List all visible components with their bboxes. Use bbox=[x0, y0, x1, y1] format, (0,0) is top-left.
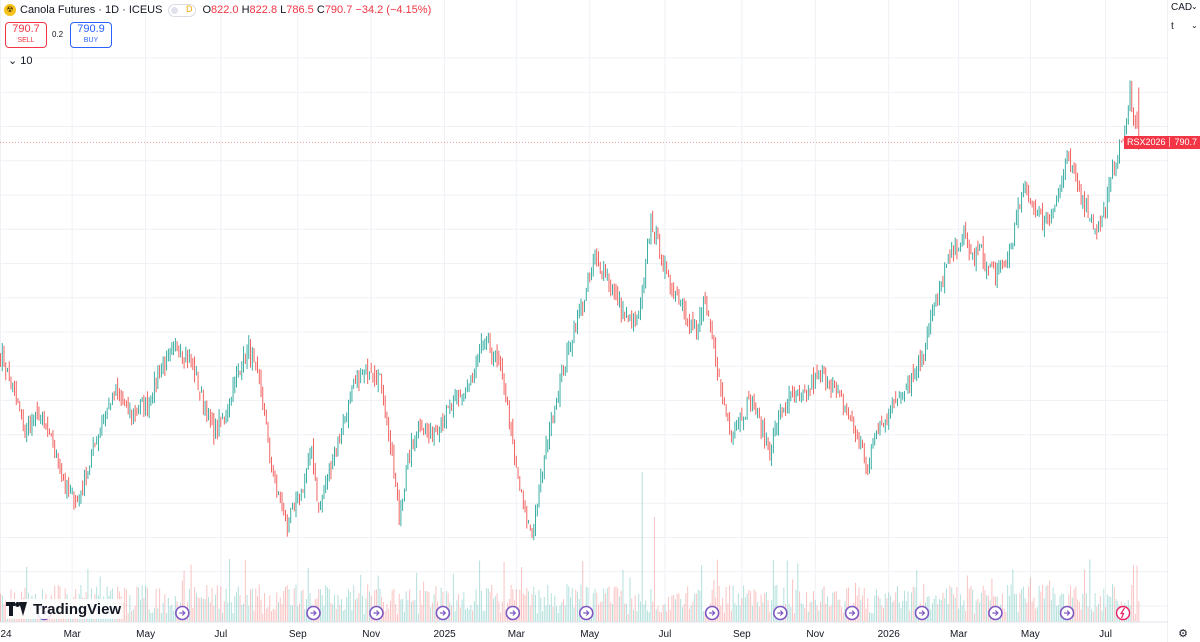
event-marker-icon[interactable] bbox=[306, 605, 321, 621]
event-marker-icon[interactable] bbox=[704, 605, 720, 621]
high-label: H bbox=[241, 4, 250, 16]
event-arrow bbox=[509, 610, 517, 616]
ohlc-values: O822.0 H822.8 L786.5 C790.7 −34.2 (−4.15… bbox=[202, 4, 431, 16]
time-tick-label: Jul bbox=[659, 629, 672, 640]
event-marker-icon[interactable] bbox=[1059, 605, 1075, 621]
unit-selector[interactable]: t bbox=[1171, 21, 1174, 32]
time-tick-label: Nov bbox=[362, 629, 380, 640]
time-tick-label: May bbox=[1021, 629, 1040, 640]
event-arrow bbox=[849, 610, 856, 616]
buy-label: BUY bbox=[83, 37, 99, 44]
symbol-logo-icon[interactable]: ☢ bbox=[4, 4, 16, 16]
sell-price: 790.7 bbox=[12, 23, 40, 35]
time-tick-label: Mar bbox=[508, 629, 526, 640]
event-marker-icon[interactable] bbox=[435, 605, 451, 621]
low-label: L bbox=[280, 4, 287, 16]
time-axis[interactable]: 2024 Mar May Jul Sep Nov 2025 Mar May Jul Sep Nov 20… bbox=[0, 621, 1168, 640]
time-tick-label: Mar bbox=[64, 629, 82, 640]
event-arrow bbox=[918, 610, 926, 616]
tradingview-logo[interactable]: TradingView bbox=[6, 599, 124, 619]
spread-value: 0.2 bbox=[52, 30, 64, 39]
event-arrow bbox=[373, 610, 380, 616]
event-arrow bbox=[709, 610, 716, 616]
sell-label: SELL bbox=[17, 37, 35, 44]
open-label: O bbox=[202, 4, 211, 16]
event-marker-icon[interactable] bbox=[578, 605, 594, 621]
time-tick-label: 2025 bbox=[433, 629, 456, 640]
price-tag-symbol: RSX2026 bbox=[1124, 137, 1170, 147]
open-value: 822.0 bbox=[211, 4, 239, 16]
time-tick-label: Mar bbox=[950, 629, 968, 640]
time-tick-label: Sep bbox=[289, 629, 307, 640]
currency-selector[interactable]: CAD bbox=[1171, 2, 1193, 13]
buy-price: 790.9 bbox=[77, 23, 105, 35]
time-tick-label: May bbox=[580, 629, 599, 640]
symbol-legend: ☢ Canola Futures · 1D · ICEUS D O822.0 H… bbox=[4, 2, 431, 18]
candlesticks bbox=[0, 80, 1140, 541]
time-tick-label: Jul bbox=[1099, 629, 1112, 640]
event-marker-icon[interactable] bbox=[175, 605, 190, 621]
price-axis-panel bbox=[1168, 0, 1200, 642]
event-marker-icon[interactable] bbox=[773, 605, 788, 621]
indicator-collapse-button[interactable]: ⌄ 10 bbox=[5, 54, 36, 68]
event-arrow bbox=[439, 610, 447, 616]
event-arrow bbox=[583, 610, 590, 616]
event-marker-icon[interactable] bbox=[914, 605, 930, 621]
chevron-down-icon[interactable]: ⌄ bbox=[1191, 2, 1198, 11]
change-value: −34.2 (−4.15%) bbox=[355, 4, 432, 16]
event-arrow bbox=[992, 610, 999, 616]
market-status-badge[interactable]: D bbox=[168, 3, 197, 17]
chevron-down-icon[interactable]: ⌄ bbox=[1191, 21, 1198, 30]
price-tag-value: 790.7 bbox=[1174, 137, 1198, 147]
chart-grid bbox=[0, 0, 1168, 622]
data-badge-letter: D bbox=[185, 3, 193, 14]
settings-gear-icon[interactable]: ⚙ bbox=[1178, 628, 1188, 640]
event-arrow bbox=[777, 610, 784, 616]
tradingview-logo-icon bbox=[6, 602, 28, 616]
indicator-count: 10 bbox=[20, 55, 33, 67]
buy-button[interactable]: 790.9 BUY bbox=[70, 22, 112, 48]
time-tick-label: May bbox=[136, 629, 155, 640]
time-tick-label: Jul bbox=[214, 629, 227, 640]
event-marker-icon[interactable] bbox=[844, 605, 860, 621]
lightning-bolt bbox=[1119, 607, 1126, 619]
symbol-title[interactable]: Canola Futures · 1D · ICEUS bbox=[20, 4, 163, 16]
chevron-down-icon: ⌄ bbox=[8, 55, 18, 67]
event-marker-icon[interactable] bbox=[369, 605, 384, 621]
close-label: C bbox=[316, 4, 325, 16]
event-marker-icon[interactable] bbox=[505, 605, 521, 621]
sell-button[interactable]: 790.7 SELL bbox=[5, 22, 47, 48]
close-value: 790.7 bbox=[324, 4, 353, 16]
event-arrow bbox=[179, 610, 186, 616]
high-value: 822.8 bbox=[249, 4, 278, 16]
event-arrow bbox=[1064, 610, 1071, 616]
event-marker-icon[interactable] bbox=[988, 605, 1003, 621]
last-price-tag: RSX2026 790.7 bbox=[1124, 136, 1200, 149]
time-tick-label: Nov bbox=[806, 629, 824, 640]
status-dot-icon bbox=[171, 6, 179, 14]
low-value: 786.5 bbox=[286, 4, 314, 16]
time-tick-label: 2024 bbox=[0, 629, 12, 640]
event-arrow bbox=[310, 610, 317, 616]
time-tick-label: Sep bbox=[733, 629, 751, 640]
volume-bars bbox=[0, 472, 1140, 622]
logo-text: TradingView bbox=[33, 600, 122, 618]
lightning-marker-icon[interactable] bbox=[1115, 605, 1131, 621]
time-tick-label: 2026 bbox=[878, 629, 901, 640]
